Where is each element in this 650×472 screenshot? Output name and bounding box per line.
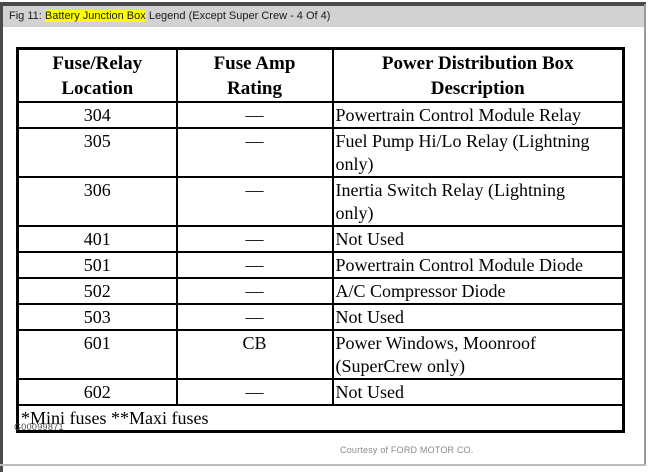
table-row: 601 CB Power Windows, Moonroof (SuperCre… bbox=[16, 329, 625, 380]
table-footnote-row: *Mini fuses **Maxi fuses bbox=[16, 404, 625, 433]
fuse-rating-cell: — bbox=[175, 225, 334, 253]
header-fuse-relay-location: Fuse/Relay Location bbox=[16, 47, 178, 103]
fuse-location-cell: 401 bbox=[16, 225, 178, 253]
table-row: 502 — A/C Compressor Diode bbox=[16, 277, 625, 305]
fuse-type-footnote: *Mini fuses **Maxi fuses bbox=[16, 404, 625, 433]
fuse-location-cell: 601 bbox=[16, 329, 178, 380]
figure-titlebar: Fig 11: Battery Junction Box Legend (Exc… bbox=[3, 6, 644, 27]
fuse-description-cell: Not Used bbox=[331, 378, 625, 406]
table-row: 304 — Powertrain Control Module Relay bbox=[16, 101, 625, 129]
fuse-location-cell: 502 bbox=[16, 277, 178, 305]
courtesy-credit: Courtesy of FORD MOTOR CO. bbox=[340, 445, 474, 455]
fuse-location-cell: 602 bbox=[16, 378, 178, 406]
table-row: 306 — Inertia Switch Relay (Lightning on… bbox=[16, 176, 625, 227]
fuse-description-cell: Fuel Pump Hi/Lo Relay (Lightning only) bbox=[331, 127, 625, 178]
fuse-location-cell: 501 bbox=[16, 251, 178, 279]
figure-title-prefix: Fig 11: bbox=[9, 10, 45, 22]
header-fuse-amp-rating: Fuse Amp Rating bbox=[175, 47, 334, 103]
fuse-rating-cell: — bbox=[175, 277, 334, 305]
window-frame-right bbox=[644, 4, 646, 466]
fuse-relay-table: Fuse/Relay Location Fuse Amp Rating Powe… bbox=[16, 47, 625, 433]
fuse-location-cell: 304 bbox=[16, 101, 178, 129]
fuse-description-cell: Powertrain Control Module Relay bbox=[331, 101, 625, 129]
fuse-description-cell: Not Used bbox=[331, 303, 625, 331]
table-row: 401 — Not Used bbox=[16, 225, 625, 253]
fuse-rating-cell: — bbox=[175, 176, 334, 227]
fuse-location-cell: 503 bbox=[16, 303, 178, 331]
table-row: 503 — Not Used bbox=[16, 303, 625, 331]
fuse-rating-cell: — bbox=[175, 127, 334, 178]
fuse-rating-cell: — bbox=[175, 251, 334, 279]
search-highlighted-term: Battery Junction Box bbox=[44, 10, 146, 22]
fuse-description-cell: Powertrain Control Module Diode bbox=[331, 251, 625, 279]
fuse-description-cell: Inertia Switch Relay (Lightning only) bbox=[331, 176, 625, 227]
fuse-description-cell: Power Windows, Moonroof (SuperCrew only) bbox=[331, 329, 625, 380]
table-row: 501 — Powertrain Control Module Diode bbox=[16, 251, 625, 279]
window-frame-bottom bbox=[0, 464, 646, 466]
table-header-row: Fuse/Relay Location Fuse Amp Rating Powe… bbox=[16, 47, 625, 103]
fuse-location-cell: 306 bbox=[16, 176, 178, 227]
fuse-description-cell: A/C Compressor Diode bbox=[331, 277, 625, 305]
figure-code: G00099871 bbox=[14, 422, 64, 432]
table-row: 305 — Fuel Pump Hi/Lo Relay (Lightning o… bbox=[16, 127, 625, 178]
table-row: 602 — Not Used bbox=[16, 378, 625, 406]
fuse-rating-cell: CB bbox=[175, 329, 334, 380]
figure-title-suffix: Legend (Except Super Crew - 4 Of 4) bbox=[145, 10, 331, 22]
window-frame-top bbox=[0, 2, 646, 6]
window-frame-left bbox=[0, 2, 3, 472]
header-power-distribution-box-description: Power Distribution Box Description bbox=[331, 47, 625, 103]
fuse-rating-cell: — bbox=[175, 303, 334, 331]
fuse-location-cell: 305 bbox=[16, 127, 178, 178]
fuse-rating-cell: — bbox=[175, 101, 334, 129]
fuse-description-cell: Not Used bbox=[331, 225, 625, 253]
fuse-rating-cell: — bbox=[175, 378, 334, 406]
